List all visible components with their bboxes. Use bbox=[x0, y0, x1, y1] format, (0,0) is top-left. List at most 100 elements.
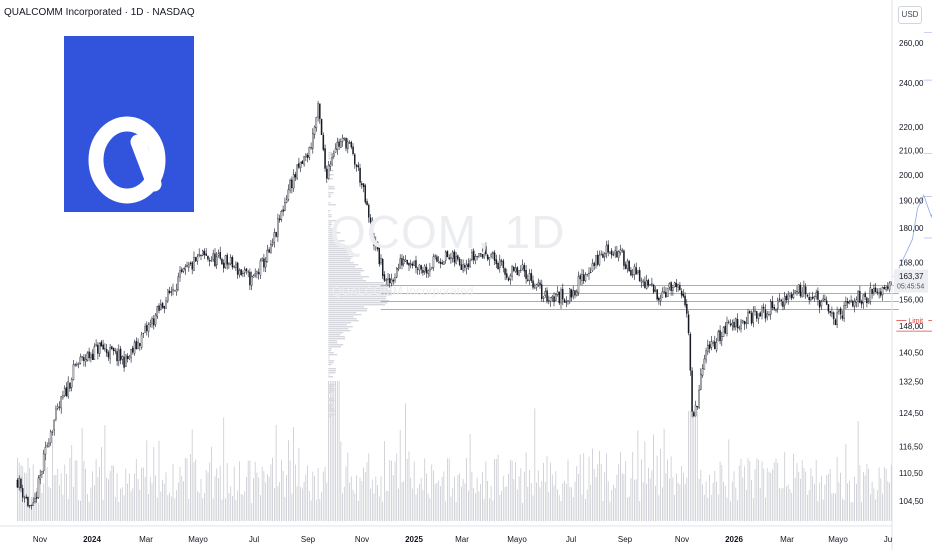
candle-body bbox=[275, 232, 277, 237]
candle-body bbox=[247, 271, 249, 273]
volume-bar bbox=[691, 411, 693, 521]
volume-bar bbox=[352, 489, 354, 521]
candle-body bbox=[27, 496, 29, 507]
volume-bar bbox=[251, 503, 253, 521]
volume-bar bbox=[88, 501, 90, 521]
volume-bar bbox=[703, 494, 705, 521]
volume-bar bbox=[819, 482, 821, 521]
candle-body bbox=[285, 199, 288, 203]
candle-body bbox=[756, 311, 758, 319]
candle-body bbox=[478, 253, 480, 257]
candle-body bbox=[862, 294, 865, 304]
volume-bar bbox=[410, 477, 412, 521]
volume-bar bbox=[232, 496, 233, 521]
volume-bar bbox=[646, 483, 647, 521]
volume-bar bbox=[600, 463, 602, 521]
volume-profile-bar bbox=[328, 332, 344, 334]
candle-body bbox=[731, 322, 734, 326]
volume-bar bbox=[99, 466, 100, 521]
volume-bar bbox=[392, 475, 394, 521]
volume-bar bbox=[824, 484, 826, 521]
volume-bar bbox=[871, 481, 873, 521]
candle-body bbox=[492, 252, 494, 255]
volume-profile-bar bbox=[328, 186, 335, 188]
volume-profile-bar bbox=[328, 298, 387, 300]
volume-bar bbox=[123, 495, 125, 521]
volume-bar bbox=[111, 465, 113, 521]
volume-profile-bar bbox=[328, 406, 333, 408]
volume-bar bbox=[441, 476, 443, 521]
volume-bar bbox=[698, 478, 700, 521]
volume-bar bbox=[815, 460, 817, 521]
volume-profile-bar bbox=[328, 158, 334, 160]
candle-body bbox=[201, 250, 204, 256]
candle-body bbox=[434, 255, 436, 257]
candle-body bbox=[430, 267, 433, 270]
volume-bar bbox=[406, 459, 408, 521]
candle-body bbox=[495, 259, 498, 265]
volume-profile-bar bbox=[328, 212, 329, 214]
volume-bar bbox=[265, 482, 267, 521]
volume-profile-bar bbox=[328, 348, 332, 350]
volume-bar bbox=[188, 498, 190, 521]
volume-bar bbox=[487, 481, 488, 521]
volume-bar bbox=[726, 497, 728, 521]
candle-body bbox=[806, 295, 809, 297]
volume-bar bbox=[375, 476, 377, 521]
candle-body bbox=[670, 282, 672, 292]
candle-body bbox=[418, 264, 421, 271]
candle-body bbox=[567, 300, 569, 302]
currency-selector[interactable]: USD bbox=[898, 6, 922, 24]
candle-body bbox=[48, 442, 50, 447]
volume-bar bbox=[710, 494, 712, 521]
candle-body bbox=[752, 311, 755, 323]
volume-bar bbox=[667, 459, 668, 521]
candle-body bbox=[493, 252, 496, 261]
volume-bar bbox=[576, 466, 578, 521]
volume-bar bbox=[655, 485, 656, 521]
candle-body bbox=[796, 291, 798, 293]
volume-bar bbox=[530, 483, 532, 521]
volume-profile-bar bbox=[328, 364, 332, 366]
candle-body bbox=[848, 301, 851, 305]
candle-body bbox=[257, 272, 260, 274]
candle-body bbox=[527, 279, 529, 281]
volume-bar bbox=[177, 482, 179, 521]
volume-bar bbox=[674, 494, 675, 521]
candle-body bbox=[327, 164, 330, 179]
x-tick-label: Jul bbox=[566, 535, 576, 544]
candle-body bbox=[818, 300, 821, 308]
x-tick-label: Ju bbox=[884, 535, 892, 544]
candle-body bbox=[845, 301, 847, 306]
volume-bar bbox=[274, 488, 275, 521]
volume-bar bbox=[623, 474, 625, 521]
volume-bar bbox=[361, 481, 363, 521]
candle-body bbox=[271, 242, 274, 245]
volume-bar bbox=[322, 471, 324, 521]
volume-bar bbox=[148, 494, 149, 521]
candle-body bbox=[616, 251, 618, 258]
candle-body bbox=[605, 245, 608, 254]
candle-body bbox=[708, 344, 711, 350]
candle-body bbox=[658, 297, 660, 301]
volume-bar bbox=[270, 464, 272, 521]
volume-bar bbox=[48, 486, 50, 521]
candle-body bbox=[588, 272, 590, 275]
candle-body bbox=[813, 296, 816, 299]
candle-body bbox=[90, 354, 92, 359]
last-price-label: 163,37 bbox=[899, 272, 924, 281]
volume-bar bbox=[246, 477, 247, 521]
volume-bar bbox=[370, 488, 371, 521]
candle-body bbox=[630, 270, 632, 276]
candle-body bbox=[196, 256, 199, 262]
volume-bar bbox=[18, 462, 20, 521]
volume-bar bbox=[859, 465, 861, 521]
volume-bar bbox=[775, 458, 777, 521]
candle-body bbox=[791, 294, 793, 299]
volume-bar bbox=[391, 460, 392, 521]
candle-body bbox=[483, 245, 485, 258]
volume-bar bbox=[695, 411, 696, 521]
x-tick-label: 2025 bbox=[405, 535, 423, 544]
